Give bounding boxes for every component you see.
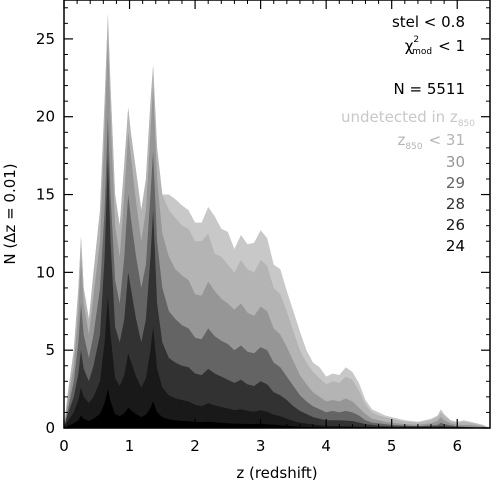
legend-limit-subscript: 850 <box>405 142 422 152</box>
legend-entries: 30 29 28 26 24 <box>446 153 465 255</box>
legend-undetected-subscript: 850 <box>458 119 475 129</box>
y-tick-label: 10 <box>36 263 55 281</box>
chi-annotation: χ2 mod < 1 <box>405 35 465 57</box>
stel-annotation: stel < 0.8 <box>392 13 465 31</box>
x-tick-label: 0 <box>59 437 69 455</box>
legend-limit-z: z <box>398 131 406 149</box>
chi-symbol: χ <box>405 37 414 55</box>
area-series-4 <box>64 155 490 428</box>
area-series-3 <box>64 116 490 428</box>
legend-undetected-text: undetected in z <box>341 108 458 126</box>
y-tick-label: 5 <box>45 341 55 359</box>
y-tick-label: 15 <box>36 186 55 204</box>
legend-entry-24: 24 <box>446 237 465 255</box>
area-series-6 <box>64 389 490 428</box>
n-total-annotation: N = 5511 <box>394 80 466 98</box>
plot-frame <box>63 0 491 429</box>
x-tick-label: 4 <box>321 437 331 455</box>
x-tick-label: 3 <box>256 437 266 455</box>
legend-entry-28: 28 <box>446 195 465 213</box>
x-tick-label: 5 <box>387 437 397 455</box>
legend-undetected: undetected in z850 <box>341 108 475 129</box>
chi-condition: < 1 <box>438 37 465 55</box>
series-areas <box>64 14 490 429</box>
x-tick-label: 6 <box>452 437 462 455</box>
annotations: stel < 0.8 χ2 mod < 1 N = 5511 <box>392 13 465 98</box>
x-axis-label: z (redshift) <box>236 464 317 482</box>
legend-limit-rest: < 31 <box>429 131 465 149</box>
legend-entry-29: 29 <box>446 174 465 192</box>
legend-limit-31: z850 < 31 <box>398 131 466 152</box>
chi-subscript: mod <box>412 47 432 57</box>
y-axis: 0 5 10 15 20 25 <box>36 7 490 437</box>
x-tick-label: 2 <box>190 437 200 455</box>
x-axis: 0 1 2 3 4 5 6 <box>59 0 462 455</box>
legend-entry-26: 26 <box>446 216 465 234</box>
y-tick-label: 0 <box>45 419 55 437</box>
y-tick-label: 20 <box>36 108 55 126</box>
chi-superscript: 2 <box>413 35 419 45</box>
y-tick-label: 25 <box>36 30 55 48</box>
x-tick-label: 1 <box>125 437 135 455</box>
y-axis-label: N (Δz = 0.01) <box>1 163 19 264</box>
legend-entry-30: 30 <box>446 153 465 171</box>
